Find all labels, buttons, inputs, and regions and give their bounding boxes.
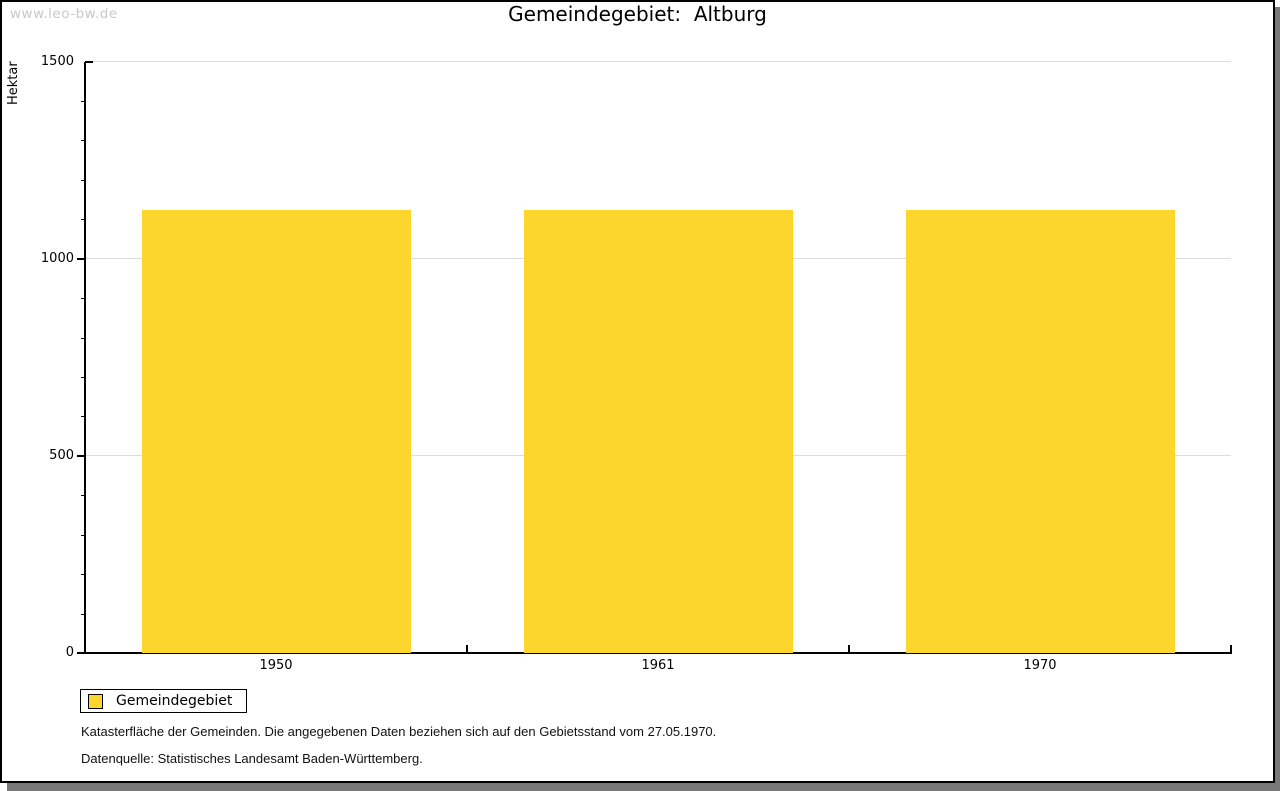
bar bbox=[141, 209, 411, 653]
y-major-tick bbox=[77, 652, 85, 654]
y-minor-tick bbox=[81, 534, 85, 536]
y-axis-label: Hektar bbox=[6, 61, 21, 105]
y-minor-tick bbox=[81, 376, 85, 378]
legend-label: Gemeindegebiet bbox=[116, 693, 233, 709]
bar bbox=[905, 209, 1175, 653]
x-separator-tick bbox=[848, 645, 850, 652]
y-minor-tick bbox=[81, 100, 85, 102]
y-tick-label: 1500 bbox=[40, 53, 74, 69]
watermark: www.leo-bw.de bbox=[10, 6, 118, 22]
y-minor-tick bbox=[81, 219, 85, 221]
legend: Gemeindegebiet bbox=[80, 689, 248, 713]
footnote-data-source: Datenquelle: Statistisches Landesamt Bad… bbox=[81, 751, 423, 766]
y-minor-tick bbox=[81, 613, 85, 615]
x-tick-label: 1970 bbox=[1023, 658, 1057, 673]
legend-swatch bbox=[88, 693, 103, 709]
y-minor-tick bbox=[81, 140, 85, 142]
y-minor-tick bbox=[81, 574, 85, 576]
y-major-tick bbox=[77, 454, 85, 457]
footnote-source-note: Katasterfläche der Gemeinden. Die angege… bbox=[81, 724, 717, 739]
x-separator-tick bbox=[1230, 645, 1232, 652]
y-minor-tick bbox=[81, 495, 85, 497]
y-major-tick bbox=[77, 257, 85, 260]
y-minor-tick bbox=[81, 298, 85, 300]
y-axis-top-corner bbox=[85, 60, 93, 63]
x-axis-line bbox=[84, 652, 1232, 654]
x-tick-label: 1950 bbox=[259, 658, 293, 673]
y-tick-label: 0 bbox=[65, 645, 74, 660]
y-minor-tick bbox=[81, 179, 85, 181]
y-axis-line bbox=[84, 61, 86, 653]
y-minor-tick bbox=[81, 337, 85, 339]
y-gridline bbox=[85, 61, 1231, 62]
bar bbox=[523, 209, 793, 653]
y-tick-label: 500 bbox=[49, 447, 74, 463]
y-minor-tick bbox=[81, 416, 85, 418]
chart-title: Gemeindegebiet: Altburg bbox=[508, 2, 767, 26]
x-separator-tick bbox=[466, 645, 468, 652]
y-tick-label: 1000 bbox=[40, 250, 74, 266]
x-tick-label: 1961 bbox=[641, 658, 675, 673]
